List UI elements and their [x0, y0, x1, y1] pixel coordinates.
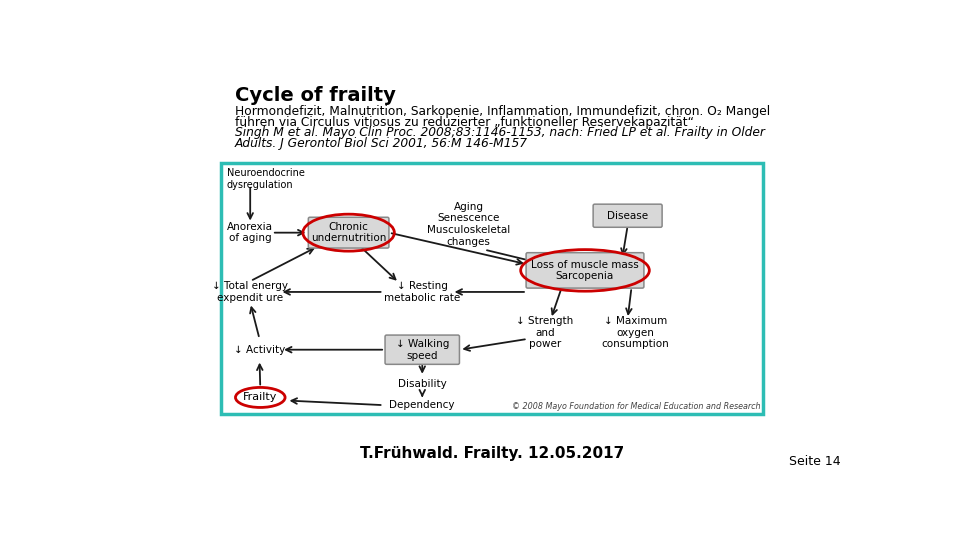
Text: Chronic
undernutrition: Chronic undernutrition: [311, 222, 386, 244]
Text: Neuroendocrine
dysregulation: Neuroendocrine dysregulation: [227, 168, 305, 190]
Text: Frailty: Frailty: [243, 393, 277, 402]
Text: ↓ Walking
speed: ↓ Walking speed: [396, 339, 449, 361]
Text: © 2008 Mayo Foundation for Medical Education and Research: © 2008 Mayo Foundation for Medical Educa…: [512, 402, 760, 410]
Text: Hormondefizit, Malnutrition, Sarkopenie, Inflammation, Immundefizit, chron. O₂ M: Hormondefizit, Malnutrition, Sarkopenie,…: [234, 105, 770, 118]
Bar: [221, 164, 763, 414]
Text: Disability: Disability: [397, 379, 446, 389]
Text: Seite 14: Seite 14: [789, 455, 841, 468]
Text: Aging
Senescence
Musculoskeletal
changes: Aging Senescence Musculoskeletal changes: [427, 202, 511, 247]
Text: Dependency: Dependency: [390, 400, 455, 410]
Text: Adults. J Gerontol Biol Sci 2001, 56:M 146-M157: Adults. J Gerontol Biol Sci 2001, 56:M 1…: [234, 137, 528, 150]
Text: T.Frühwald. Frailty. 12.05.2017: T.Frühwald. Frailty. 12.05.2017: [360, 446, 624, 461]
FancyBboxPatch shape: [593, 204, 662, 227]
FancyBboxPatch shape: [308, 217, 389, 248]
Text: ↓ Resting
metabolic rate: ↓ Resting metabolic rate: [384, 281, 461, 303]
Text: Disease: Disease: [607, 211, 648, 221]
Text: ↓ Total energy
expendit ure: ↓ Total energy expendit ure: [212, 281, 288, 303]
Text: Loss of muscle mass
Sarcopenia: Loss of muscle mass Sarcopenia: [531, 260, 638, 281]
FancyBboxPatch shape: [385, 335, 460, 365]
Text: ↓ Strength
and
power: ↓ Strength and power: [516, 316, 573, 349]
Text: Cycle of frailty: Cycle of frailty: [234, 86, 396, 105]
Text: führen via Circulus vitiosus zu reduzierter „funktioneller Reservekapazität“: führen via Circulus vitiosus zu reduzier…: [234, 116, 694, 129]
Ellipse shape: [235, 387, 285, 408]
Text: ↓ Maximum
oxygen
consumption: ↓ Maximum oxygen consumption: [602, 316, 669, 349]
Text: ↓ Activity: ↓ Activity: [234, 345, 285, 355]
Text: Singh M et al. Mayo Clin Proc. 2008;83:1146-1153, nach: Fried LP et al. Frailty : Singh M et al. Mayo Clin Proc. 2008;83:1…: [234, 126, 764, 139]
Text: Anorexia
of aging: Anorexia of aging: [228, 222, 274, 244]
FancyBboxPatch shape: [526, 253, 644, 288]
